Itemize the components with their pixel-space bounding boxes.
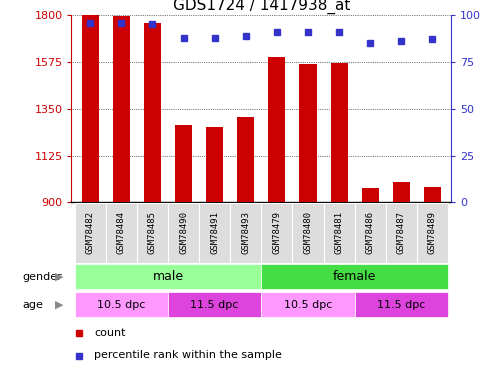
FancyBboxPatch shape	[417, 202, 448, 262]
Text: GSM78486: GSM78486	[366, 211, 375, 254]
Text: male: male	[152, 270, 183, 283]
Text: GSM78493: GSM78493	[241, 211, 250, 254]
Text: ▶: ▶	[55, 272, 64, 282]
Bar	[113, 16, 130, 203]
Text: GSM78489: GSM78489	[428, 211, 437, 254]
Bar	[424, 187, 441, 202]
Text: GSM78491: GSM78491	[210, 211, 219, 254]
Text: GSM78484: GSM78484	[117, 211, 126, 254]
Title: GDS1724 / 1417938_at: GDS1724 / 1417938_at	[173, 0, 350, 13]
FancyBboxPatch shape	[386, 202, 417, 262]
Text: GSM78480: GSM78480	[304, 211, 313, 254]
Text: GSM78487: GSM78487	[397, 211, 406, 254]
Text: female: female	[333, 270, 376, 283]
Text: gender: gender	[22, 272, 62, 282]
FancyBboxPatch shape	[74, 202, 106, 262]
FancyBboxPatch shape	[261, 202, 292, 262]
FancyBboxPatch shape	[230, 202, 261, 262]
Bar	[206, 128, 223, 202]
Text: 10.5 dpc: 10.5 dpc	[284, 300, 332, 310]
FancyBboxPatch shape	[354, 202, 386, 262]
FancyBboxPatch shape	[199, 202, 230, 262]
FancyBboxPatch shape	[292, 202, 323, 262]
FancyBboxPatch shape	[74, 264, 261, 289]
Bar	[237, 117, 254, 202]
Text: ▶: ▶	[55, 300, 64, 310]
Text: GSM78481: GSM78481	[335, 211, 344, 254]
Text: GSM78479: GSM78479	[272, 211, 282, 254]
FancyBboxPatch shape	[74, 292, 168, 317]
FancyBboxPatch shape	[168, 202, 199, 262]
Bar	[175, 125, 192, 202]
Bar	[393, 182, 410, 203]
Bar	[362, 188, 379, 202]
Text: count: count	[94, 328, 126, 339]
Text: age: age	[22, 300, 43, 310]
Text: 11.5 dpc: 11.5 dpc	[190, 300, 239, 310]
Bar	[299, 64, 317, 202]
FancyBboxPatch shape	[261, 292, 354, 317]
Bar	[144, 23, 161, 202]
Text: 11.5 dpc: 11.5 dpc	[377, 300, 425, 310]
FancyBboxPatch shape	[106, 202, 137, 262]
Text: percentile rank within the sample: percentile rank within the sample	[94, 351, 282, 360]
FancyBboxPatch shape	[168, 292, 261, 317]
Text: GSM78482: GSM78482	[86, 211, 95, 254]
Bar	[82, 15, 99, 202]
Bar	[268, 57, 285, 202]
FancyBboxPatch shape	[137, 202, 168, 262]
Text: GSM78485: GSM78485	[148, 211, 157, 254]
FancyBboxPatch shape	[323, 202, 354, 262]
Text: GSM78490: GSM78490	[179, 211, 188, 254]
Bar	[330, 63, 348, 202]
FancyBboxPatch shape	[354, 292, 448, 317]
Text: 10.5 dpc: 10.5 dpc	[97, 300, 145, 310]
FancyBboxPatch shape	[261, 264, 448, 289]
